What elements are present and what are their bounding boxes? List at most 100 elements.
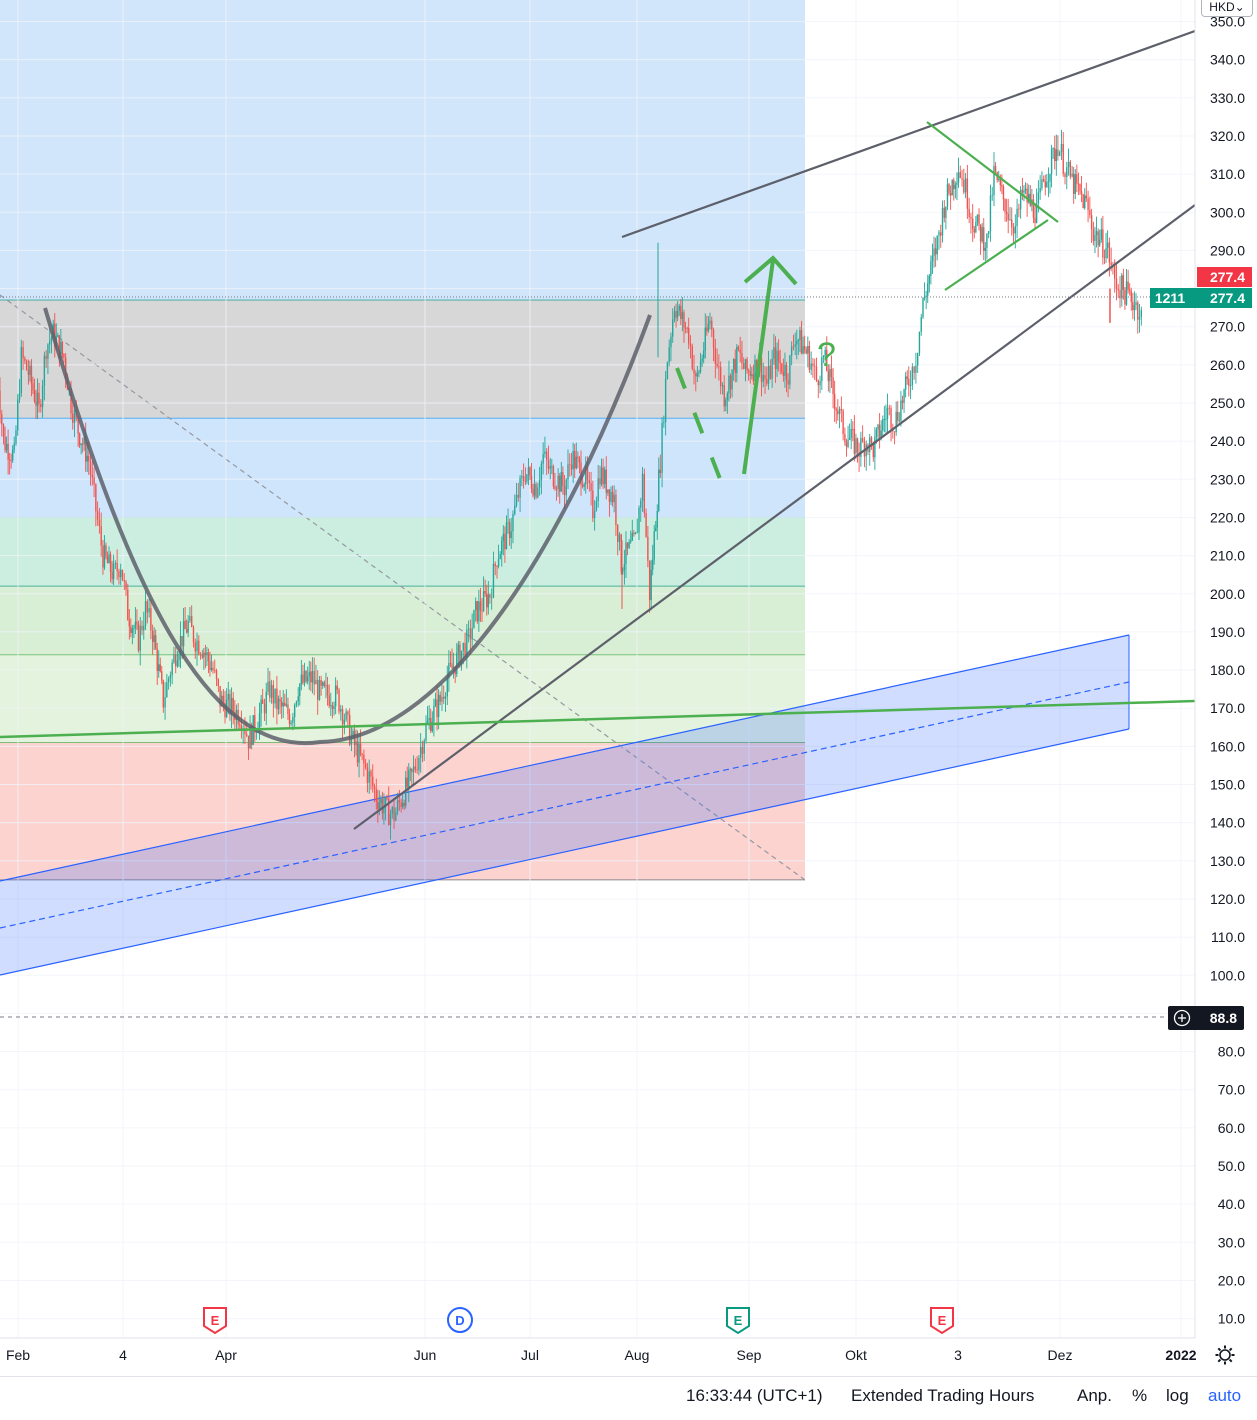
candle-body: [416, 769, 418, 771]
add-alert-icon[interactable]: [1173, 1009, 1191, 1027]
candle-body: [968, 208, 970, 217]
adjust-button[interactable]: Anp.: [1077, 1386, 1112, 1405]
candle-body: [972, 218, 974, 230]
candle-body: [519, 477, 521, 498]
time-tick-label: Okt: [845, 1347, 867, 1363]
currency-selector[interactable]: HKD⌄: [1201, 0, 1253, 17]
candle-body: [1085, 195, 1087, 199]
candle-body: [792, 346, 795, 348]
candle-body: [347, 711, 349, 715]
candle-body: [998, 179, 1000, 180]
candle-body: [883, 419, 886, 420]
candle-body: [232, 697, 234, 713]
candle-body: [406, 777, 408, 788]
candle-body: [754, 359, 756, 382]
price-tick-label: 320.0: [1210, 128, 1245, 144]
candle-body: [638, 507, 640, 533]
candle-body: [98, 519, 101, 527]
candle-body: [970, 216, 972, 219]
earnings-event-marker[interactable]: D: [447, 1307, 473, 1333]
candle-body: [842, 410, 844, 435]
clock-timezone[interactable]: 16:33:44 (UTC+1): [686, 1386, 823, 1405]
percent-scale-button[interactable]: %: [1132, 1386, 1148, 1405]
price-tick-label: 170.0: [1210, 700, 1245, 716]
triangle-pattern: [926, 121, 1059, 291]
candle-body: [1121, 275, 1123, 299]
candle-body: [1026, 188, 1028, 203]
candle-body: [20, 346, 22, 394]
candle-body: [1064, 173, 1066, 177]
candle-body: [934, 248, 937, 255]
candle-body: [201, 654, 204, 658]
time-tick-label: Dez: [1048, 1347, 1073, 1363]
crosshair-price-label: 88.8: [1210, 1010, 1237, 1026]
candle-body: [222, 695, 225, 703]
candle-body: [711, 320, 713, 330]
price-tick-label: 230.0: [1210, 471, 1245, 487]
earnings-event-marker[interactable]: E: [930, 1307, 954, 1335]
candle-body: [111, 572, 113, 580]
candle-body: [288, 714, 291, 724]
candle-body: [882, 419, 884, 431]
candle-body: [421, 746, 424, 754]
time-tick-label: Apr: [215, 1347, 237, 1363]
price-tick-label: 250.0: [1210, 395, 1245, 411]
candle-body: [227, 693, 229, 700]
candle-body: [1100, 229, 1102, 240]
log-scale-button[interactable]: log: [1166, 1386, 1189, 1405]
price-tick-label: 190.0: [1210, 624, 1245, 640]
candle-body: [943, 207, 945, 218]
candle-body: [1016, 208, 1018, 227]
candle-body: [269, 681, 271, 698]
candle-body: [549, 466, 551, 469]
candle-body: [877, 424, 879, 430]
candle-body: [895, 411, 897, 433]
candle-body: [847, 440, 849, 447]
candle-body: [133, 628, 135, 630]
candle-body: [1106, 242, 1109, 249]
candle-body: [718, 366, 720, 368]
candle-body: [38, 392, 40, 405]
candle-body: [1092, 229, 1095, 241]
candle-body: [418, 757, 420, 771]
candle-body: [73, 409, 76, 423]
candle-body: [524, 480, 527, 482]
candle-body: [865, 444, 867, 457]
candle-body: [789, 355, 791, 385]
candle-body: [577, 456, 579, 459]
candle-body: [494, 563, 496, 567]
candle-body: [361, 753, 363, 755]
candle-body: [451, 663, 453, 669]
candle-body: [70, 388, 72, 414]
cup-pattern-curve: [43, 307, 652, 746]
candle-body: [560, 472, 562, 492]
auto-scale-button[interactable]: auto: [1208, 1386, 1242, 1405]
candle-body: [240, 725, 243, 730]
earnings-event-marker[interactable]: E: [203, 1307, 227, 1335]
candle-body: [800, 330, 803, 354]
candle-body: [999, 179, 1002, 186]
candle-body: [774, 347, 777, 370]
candle-body: [565, 479, 567, 496]
candle-body: [1058, 152, 1061, 156]
price-tick-label: 160.0: [1210, 738, 1245, 754]
candle-body: [749, 371, 751, 376]
candle-body: [920, 317, 922, 332]
candle-body: [118, 571, 120, 578]
price-tick-label: 10.0: [1218, 1311, 1245, 1327]
candle-body: [336, 685, 338, 690]
candle-body: [381, 799, 384, 814]
candle-body: [89, 461, 92, 475]
candle-body: [764, 374, 766, 380]
extended-hours-toggle[interactable]: Extended Trading Hours: [851, 1386, 1035, 1405]
candle-body: [633, 532, 635, 534]
price-tick-label: 100.0: [1210, 967, 1245, 983]
regression-channel: [0, 634, 1130, 976]
candle-body: [1077, 183, 1080, 185]
settings-gear-icon[interactable]: [1215, 1345, 1235, 1365]
candle-body: [860, 438, 862, 457]
earnings-event-marker[interactable]: E: [726, 1307, 750, 1335]
candle-body: [810, 363, 812, 370]
candle-body: [217, 679, 220, 687]
